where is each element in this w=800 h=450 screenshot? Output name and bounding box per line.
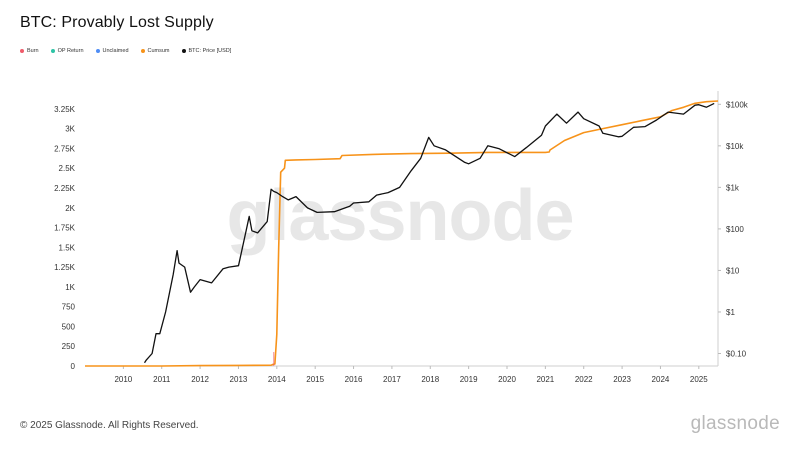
x-tick-label: 2013 xyxy=(230,375,248,384)
x-tick-label: 2023 xyxy=(613,375,631,384)
left-y-tick-label: 3K xyxy=(65,125,75,134)
legend-label: BTC: Price [USD] xyxy=(188,48,232,54)
left-y-tick-label: 0 xyxy=(71,362,76,371)
left-y-tick-label: 1.75K xyxy=(54,224,76,233)
x-tick-label: 2025 xyxy=(690,375,708,384)
x-tick-label: 2021 xyxy=(536,375,554,384)
x-tick-label: 2012 xyxy=(191,375,209,384)
right-y-tick-label: $100k xyxy=(726,100,749,109)
legend-label: Unclaimed xyxy=(102,48,129,54)
right-y-tick-label: $0.10 xyxy=(726,349,747,358)
right-y-tick-label: $1k xyxy=(726,183,740,192)
legend-dot xyxy=(181,49,186,53)
x-tick-label: 2020 xyxy=(498,375,516,384)
left-y-tick-label: 2K xyxy=(65,204,75,213)
x-tick-label: 2018 xyxy=(421,375,439,384)
left-y-tick-label: 500 xyxy=(62,322,76,331)
chart-title: BTC: Provably Lost Supply xyxy=(20,14,214,31)
legend-dot xyxy=(50,49,55,53)
legend-label: OP Return xyxy=(57,48,84,54)
brand-logo: glassnode xyxy=(690,413,780,434)
x-tick-label: 2010 xyxy=(114,375,132,384)
left-y-tick-label: 1.25K xyxy=(54,263,76,272)
series-layer xyxy=(85,100,719,367)
x-tick-label: 2024 xyxy=(652,375,670,384)
axis-layer: 2010 2011 2012 2013 2014 2015 2016 2017 2018 2019… xyxy=(54,91,749,384)
right-y-tick-label: $100 xyxy=(726,225,744,234)
legend-item-burn[interactable]: Burn xyxy=(20,48,39,54)
x-tick-label: 2015 xyxy=(306,375,324,384)
legend-item-cumsum[interactable]: Cumsum xyxy=(140,48,170,54)
chart-legend: Burn OP Return Unclaimed Cumsum BTC: Pri… xyxy=(20,48,231,54)
legend-label: Burn xyxy=(27,48,39,54)
legend-item-unclaimed[interactable]: Unclaimed xyxy=(95,48,129,54)
legend-dot xyxy=(20,49,24,53)
left-y-tick-label: 250 xyxy=(62,342,76,351)
legend-dot xyxy=(140,49,145,53)
right-y-tick-label: $1 xyxy=(726,308,735,317)
x-tick-label: 2022 xyxy=(575,375,593,384)
left-y-tick-label: 2.5K xyxy=(59,164,76,173)
copyright-text: © 2025 Glassnode. All Rights Reserved. xyxy=(20,420,199,431)
legend-item-op-return[interactable]: OP Return xyxy=(50,48,84,54)
series-line-cumsum xyxy=(85,100,719,367)
left-y-tick-label: 3.25K xyxy=(54,105,76,114)
right-y-tick-label: $10 xyxy=(726,266,740,275)
watermark: glassnode xyxy=(226,176,573,256)
right-y-tick-label: $10k xyxy=(726,142,744,151)
left-y-tick-label: 750 xyxy=(62,303,76,312)
left-y-tick-label: 1K xyxy=(65,283,75,292)
legend-label: Cumsum xyxy=(147,48,170,54)
series-line-btc-price xyxy=(143,102,715,364)
legend-item-btc-price[interactable]: BTC: Price [USD] xyxy=(181,48,232,54)
left-y-tick-label: 2.75K xyxy=(54,144,76,153)
x-tick-label: 2019 xyxy=(460,375,478,384)
x-tick-label: 2011 xyxy=(153,375,171,384)
legend-dot xyxy=(95,49,100,53)
x-tick-label: 2017 xyxy=(383,375,401,384)
left-y-tick-label: 2.25K xyxy=(54,184,76,193)
x-tick-label: 2016 xyxy=(345,375,363,384)
left-y-tick-label: 1.5K xyxy=(59,243,76,252)
x-tick-label: 2014 xyxy=(268,375,286,384)
